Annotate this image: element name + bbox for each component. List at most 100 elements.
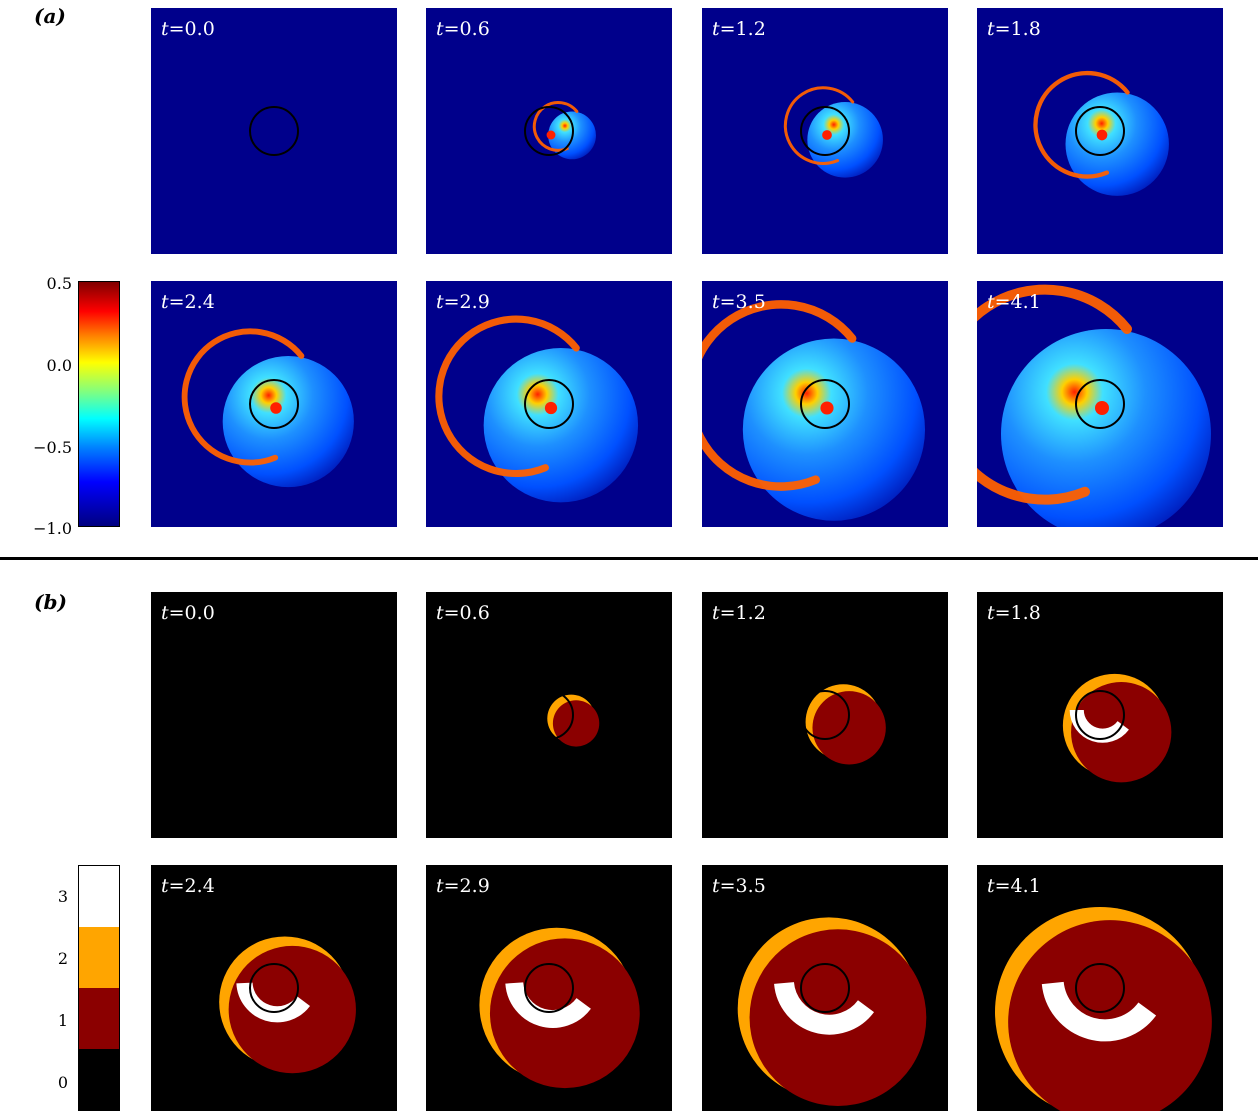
frame-plot bbox=[426, 8, 672, 254]
spiral-front bbox=[977, 284, 1132, 505]
time-value: =1.2 bbox=[719, 18, 766, 40]
spiral-front bbox=[783, 86, 855, 165]
time-value: =1.2 bbox=[719, 602, 766, 624]
reference-circle bbox=[249, 379, 299, 429]
colorbar-a-tick: −1.0 bbox=[33, 519, 72, 538]
time-label: t=3.5 bbox=[712, 875, 766, 897]
state-1-region bbox=[1008, 920, 1212, 1111]
reference-circle bbox=[1075, 963, 1125, 1013]
reference-circle bbox=[249, 106, 299, 156]
frame-plot bbox=[702, 281, 948, 527]
frame-b-3: t=1.8 bbox=[977, 592, 1223, 838]
panel-b-label: (b) bbox=[34, 590, 67, 614]
time-label: t=2.9 bbox=[436, 875, 490, 897]
spiral-core bbox=[1096, 129, 1108, 141]
time-value: =2.9 bbox=[443, 291, 490, 313]
reference-circle bbox=[800, 690, 850, 740]
frame-b-6: t=3.5 bbox=[702, 865, 948, 1111]
time-label: t=0.6 bbox=[436, 18, 490, 40]
time-value: =2.4 bbox=[168, 291, 215, 313]
state-3-region bbox=[236, 982, 311, 1023]
reference-circle bbox=[524, 379, 574, 429]
spiral-front bbox=[1033, 70, 1130, 179]
frame-plot bbox=[426, 865, 672, 1111]
spiral-front bbox=[532, 101, 579, 152]
spiral-core bbox=[822, 130, 832, 140]
time-value: =0.6 bbox=[443, 602, 490, 624]
frame-b-0: t=0.0 bbox=[151, 592, 397, 838]
time-value: =3.5 bbox=[719, 291, 766, 313]
time-value: =0.6 bbox=[443, 18, 490, 40]
reference-circle bbox=[524, 963, 574, 1013]
time-label: t=3.5 bbox=[712, 291, 766, 313]
reference-circle bbox=[800, 963, 850, 1013]
wave-region bbox=[1065, 92, 1169, 196]
state-3-region bbox=[505, 981, 591, 1028]
frame-plot bbox=[151, 865, 397, 1111]
state-3-region bbox=[1041, 981, 1157, 1042]
frame-plot bbox=[702, 592, 948, 838]
reference-circle bbox=[800, 106, 850, 156]
time-label: t=0.6 bbox=[436, 602, 490, 624]
frame-plot bbox=[426, 592, 672, 838]
spiral-core bbox=[820, 401, 834, 415]
state-3-region bbox=[774, 981, 875, 1035]
time-value: =2.9 bbox=[443, 875, 490, 897]
time-value: =3.5 bbox=[719, 875, 766, 897]
frame-a-0: t=0.0 bbox=[151, 8, 397, 254]
frame-plot bbox=[151, 8, 397, 254]
frame-b-5: t=2.9 bbox=[426, 865, 672, 1111]
frame-a-4: t=2.4 bbox=[151, 281, 397, 527]
state-1-region bbox=[812, 691, 886, 765]
wave-region bbox=[807, 101, 883, 178]
panel-a-label: (a) bbox=[34, 4, 66, 28]
colorbar-b-tick: 2 bbox=[57, 949, 68, 968]
time-label: t=4.1 bbox=[987, 875, 1041, 897]
reference-circle bbox=[1075, 106, 1125, 156]
frame-a-7: t=4.1 bbox=[977, 281, 1223, 527]
time-label: t=1.2 bbox=[712, 602, 766, 624]
spiral-core bbox=[270, 402, 282, 414]
reference-circle bbox=[800, 379, 850, 429]
frame-b-7: t=4.1 bbox=[977, 865, 1223, 1111]
reference-circle bbox=[1075, 379, 1125, 429]
frame-b-1: t=0.6 bbox=[426, 592, 672, 838]
frame-plot bbox=[977, 865, 1223, 1111]
frame-b-2: t=1.2 bbox=[702, 592, 948, 838]
colorbar-a-tick: 0.0 bbox=[46, 356, 72, 375]
colorbar-b-tick: 0 bbox=[57, 1073, 68, 1092]
frame-plot bbox=[151, 592, 397, 838]
frame-plot bbox=[977, 281, 1223, 527]
colorbar-b-tick: 3 bbox=[57, 887, 68, 906]
frame-plot bbox=[702, 8, 948, 254]
reference-circle bbox=[524, 690, 574, 740]
section-divider bbox=[0, 557, 1258, 560]
state-1-region bbox=[552, 700, 600, 747]
time-value: =0.0 bbox=[168, 18, 215, 40]
time-label: t=1.8 bbox=[987, 602, 1041, 624]
time-value: =1.8 bbox=[994, 18, 1041, 40]
wave-region bbox=[742, 338, 926, 521]
spiral-core bbox=[544, 401, 558, 415]
spiral-core bbox=[546, 130, 556, 140]
reference-circle bbox=[249, 963, 299, 1013]
time-label: t=0.0 bbox=[161, 602, 215, 624]
frame-plot bbox=[977, 592, 1223, 838]
time-value: =4.1 bbox=[994, 291, 1041, 313]
frame-b-4: t=2.4 bbox=[151, 865, 397, 1111]
spiral-front bbox=[435, 315, 580, 478]
frame-a-2: t=1.2 bbox=[702, 8, 948, 254]
time-label: t=4.1 bbox=[987, 291, 1041, 313]
frame-a-3: t=1.8 bbox=[977, 8, 1223, 254]
time-value: =4.1 bbox=[994, 875, 1041, 897]
wave-region bbox=[222, 355, 354, 488]
frame-a-1: t=0.6 bbox=[426, 8, 672, 254]
time-value: =2.4 bbox=[168, 875, 215, 897]
colorbar-b-tick: 1 bbox=[57, 1011, 68, 1030]
time-label: t=1.2 bbox=[712, 18, 766, 40]
colorbar-a-tick: 0.5 bbox=[46, 274, 72, 293]
colorbar-a bbox=[78, 281, 120, 527]
frame-a-6: t=3.5 bbox=[702, 281, 948, 527]
time-label: t=2.4 bbox=[161, 875, 215, 897]
time-label: t=2.4 bbox=[161, 291, 215, 313]
